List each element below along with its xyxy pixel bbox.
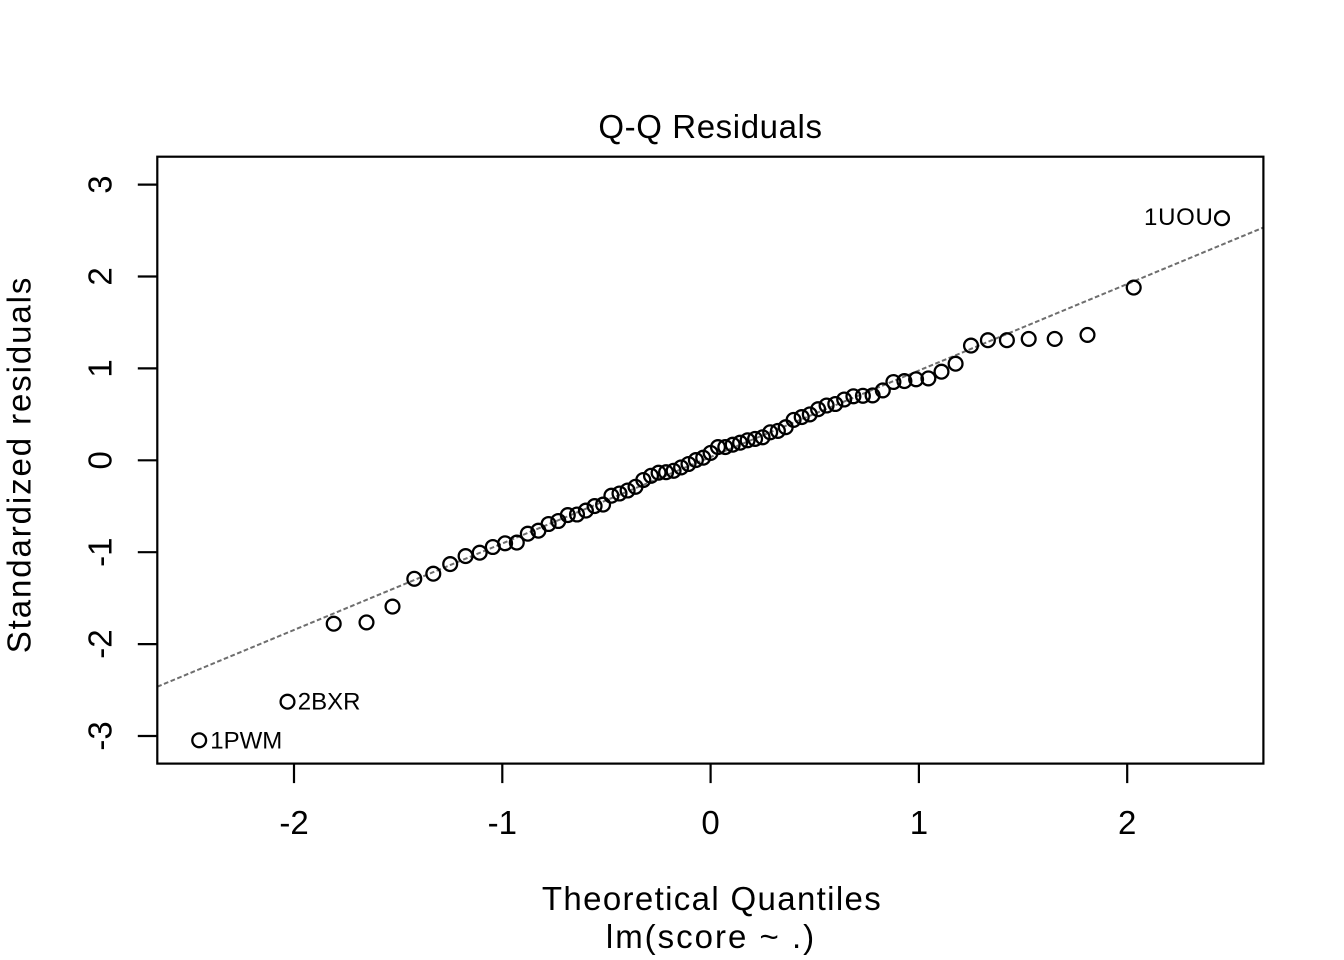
svg-text:-3: -3 xyxy=(81,721,118,750)
svg-text:1: 1 xyxy=(81,359,118,377)
svg-text:2BXR: 2BXR xyxy=(298,689,361,716)
svg-text:1UOU: 1UOU xyxy=(1144,204,1213,231)
svg-text:-2: -2 xyxy=(81,629,118,658)
svg-text:Standardized residuals: Standardized residuals xyxy=(1,276,38,654)
svg-text:Q-Q Residuals: Q-Q Residuals xyxy=(598,108,822,145)
svg-text:1PWM: 1PWM xyxy=(210,728,282,755)
svg-text:1: 1 xyxy=(910,804,928,841)
svg-text:0: 0 xyxy=(701,804,719,841)
svg-text:-2: -2 xyxy=(279,804,308,841)
svg-text:3: 3 xyxy=(81,175,118,193)
svg-text:Theoretical Quantiles: Theoretical Quantiles xyxy=(542,880,882,917)
svg-text:2: 2 xyxy=(1118,804,1136,841)
svg-text:2: 2 xyxy=(81,267,118,285)
svg-text:0: 0 xyxy=(81,451,118,469)
svg-text:lm(score ~ .): lm(score ~ .) xyxy=(606,918,816,955)
svg-text:-1: -1 xyxy=(488,804,517,841)
svg-text:-1: -1 xyxy=(81,538,118,567)
